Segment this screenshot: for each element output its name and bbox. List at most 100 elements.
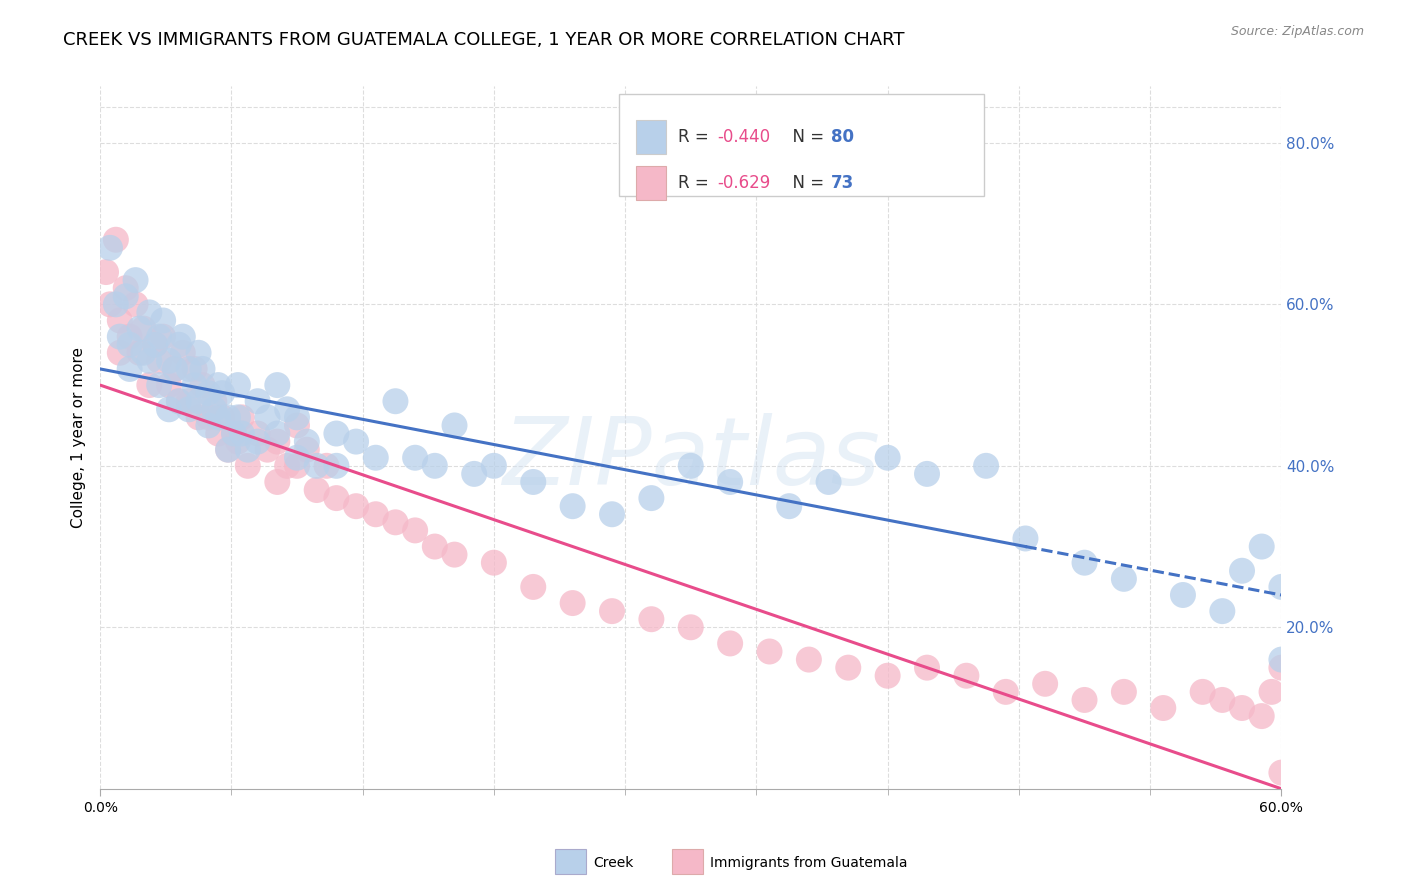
- Point: [561, 596, 583, 610]
- Point: [561, 499, 583, 513]
- Point: [246, 434, 269, 449]
- Point: [285, 450, 308, 465]
- Point: [1211, 693, 1233, 707]
- Point: [211, 410, 233, 425]
- Point: [187, 410, 209, 425]
- Point: [758, 644, 780, 658]
- Point: [98, 241, 121, 255]
- Point: [108, 345, 131, 359]
- Text: N =: N =: [782, 128, 830, 145]
- Point: [197, 410, 219, 425]
- Point: [148, 329, 170, 343]
- Point: [197, 386, 219, 401]
- Point: [1112, 572, 1135, 586]
- Point: [217, 442, 239, 457]
- Point: [183, 362, 205, 376]
- Point: [344, 434, 367, 449]
- Point: [114, 289, 136, 303]
- Point: [163, 362, 186, 376]
- Point: [285, 458, 308, 473]
- Text: Immigrants from Guatemala: Immigrants from Guatemala: [710, 856, 907, 871]
- Point: [522, 580, 544, 594]
- Point: [315, 458, 337, 473]
- Point: [207, 410, 229, 425]
- Point: [915, 660, 938, 674]
- Point: [718, 475, 741, 489]
- Point: [364, 450, 387, 465]
- Point: [246, 394, 269, 409]
- Point: [404, 524, 426, 538]
- Point: [236, 442, 259, 457]
- Text: CREEK VS IMMIGRANTS FROM GUATEMALA COLLEGE, 1 YEAR OR MORE CORRELATION CHART: CREEK VS IMMIGRANTS FROM GUATEMALA COLLE…: [63, 31, 905, 49]
- Point: [1073, 693, 1095, 707]
- Point: [718, 636, 741, 650]
- Point: [797, 652, 820, 666]
- Text: R =: R =: [678, 128, 714, 145]
- Point: [222, 426, 245, 441]
- Point: [276, 458, 298, 473]
- Text: -0.440: -0.440: [717, 128, 770, 145]
- Point: [231, 426, 253, 441]
- Point: [640, 612, 662, 626]
- Point: [138, 305, 160, 319]
- Point: [384, 516, 406, 530]
- Point: [364, 508, 387, 522]
- Point: [222, 426, 245, 441]
- Point: [974, 458, 997, 473]
- Point: [114, 281, 136, 295]
- Point: [236, 458, 259, 473]
- Point: [1211, 604, 1233, 618]
- Point: [443, 548, 465, 562]
- Point: [191, 378, 214, 392]
- Point: [1270, 652, 1292, 666]
- Point: [118, 329, 141, 343]
- Point: [876, 669, 898, 683]
- Point: [177, 362, 200, 376]
- Text: Creek: Creek: [593, 856, 634, 871]
- Text: 73: 73: [831, 174, 855, 192]
- Point: [138, 354, 160, 368]
- Point: [600, 508, 623, 522]
- Point: [1230, 701, 1253, 715]
- Point: [167, 394, 190, 409]
- Point: [157, 402, 180, 417]
- Point: [104, 233, 127, 247]
- Point: [817, 475, 839, 489]
- Point: [325, 491, 347, 505]
- Point: [266, 426, 288, 441]
- Point: [915, 467, 938, 481]
- Point: [177, 394, 200, 409]
- Point: [202, 394, 225, 409]
- Point: [1250, 540, 1272, 554]
- Point: [256, 442, 278, 457]
- Point: [994, 685, 1017, 699]
- Point: [207, 426, 229, 441]
- Point: [191, 362, 214, 376]
- Point: [482, 458, 505, 473]
- Point: [226, 410, 249, 425]
- Text: 80: 80: [831, 128, 853, 145]
- Point: [1033, 677, 1056, 691]
- Point: [132, 345, 155, 359]
- Point: [1270, 765, 1292, 780]
- Point: [778, 499, 800, 513]
- Point: [143, 337, 166, 351]
- Point: [124, 297, 146, 311]
- Text: -0.629: -0.629: [717, 174, 770, 192]
- Point: [177, 402, 200, 417]
- Point: [207, 378, 229, 392]
- Point: [295, 434, 318, 449]
- Point: [217, 442, 239, 457]
- Point: [1250, 709, 1272, 723]
- Point: [183, 378, 205, 392]
- Point: [266, 378, 288, 392]
- Point: [482, 556, 505, 570]
- Point: [266, 475, 288, 489]
- Point: [325, 458, 347, 473]
- Point: [226, 378, 249, 392]
- Point: [1014, 532, 1036, 546]
- Point: [128, 321, 150, 335]
- Point: [285, 410, 308, 425]
- Point: [276, 402, 298, 417]
- Point: [876, 450, 898, 465]
